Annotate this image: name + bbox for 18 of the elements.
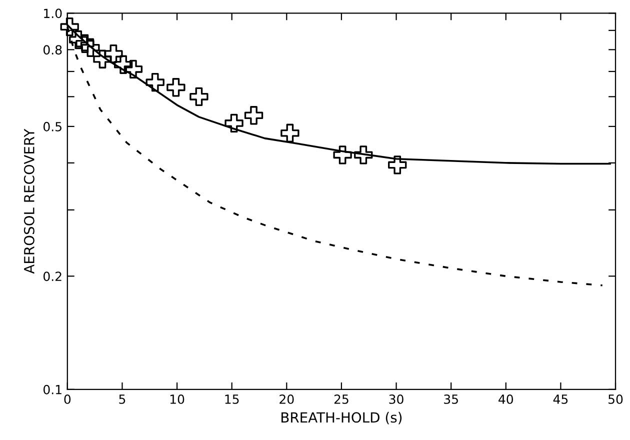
x-tick-label: 10 xyxy=(170,394,184,404)
y-tick-label: 0.8 xyxy=(43,45,62,55)
x-tick-label: 50 xyxy=(608,394,623,404)
x-tick-label: 25 xyxy=(334,394,348,404)
x-tick-label: 15 xyxy=(225,394,239,404)
x-tick-label: 30 xyxy=(389,394,404,404)
y-tick-label: 0.1 xyxy=(43,384,62,394)
x-axis-title: BREATH-HOLD (s) xyxy=(282,412,402,424)
x-tick-label: 20 xyxy=(280,394,294,404)
y-tick-label: 0.2 xyxy=(43,272,62,282)
x-tick-label: 40 xyxy=(498,394,514,404)
y-tick-label: 0.5 xyxy=(43,122,62,132)
y-axis-title: AEROSOL RECOVERY xyxy=(24,128,34,274)
x-tick-label: 35 xyxy=(444,394,458,404)
y-tick-label: 1.0 xyxy=(44,8,62,18)
x-tick-label: 45 xyxy=(553,394,568,404)
x-tick-label: 0 xyxy=(64,394,71,404)
x-tick-label: 5 xyxy=(119,394,126,404)
